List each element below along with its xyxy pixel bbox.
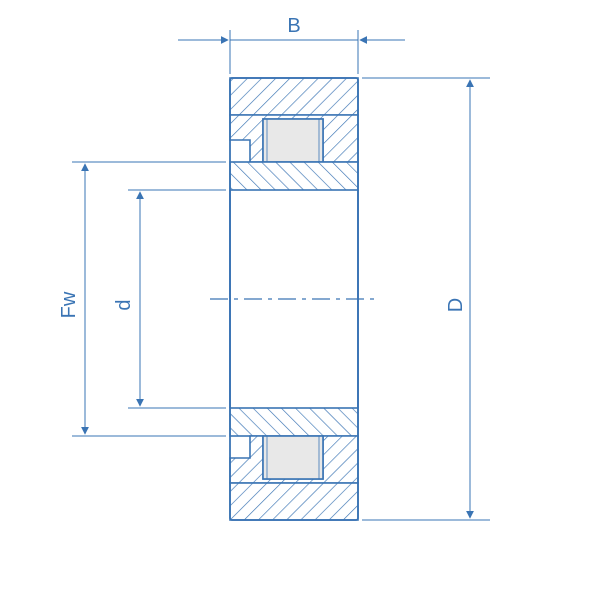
inner-ring-bottom [230, 408, 358, 436]
label-d: d [113, 299, 135, 310]
outer-ring-bottom [230, 483, 358, 520]
inner-ring-top [230, 162, 358, 190]
outer-ring-top [230, 78, 358, 115]
bearing-diagram: B D d Fw [0, 0, 600, 600]
roller-bottom [263, 436, 323, 479]
dimension-D: D [362, 78, 490, 520]
roller-top [263, 119, 323, 162]
label-Fw: Fw [58, 291, 80, 318]
dimension-d: d [113, 190, 226, 408]
dimension-B: B [178, 15, 405, 74]
dimension-Fw: Fw [58, 162, 226, 436]
label-D: D [445, 298, 467, 312]
label-B: B [287, 15, 300, 37]
